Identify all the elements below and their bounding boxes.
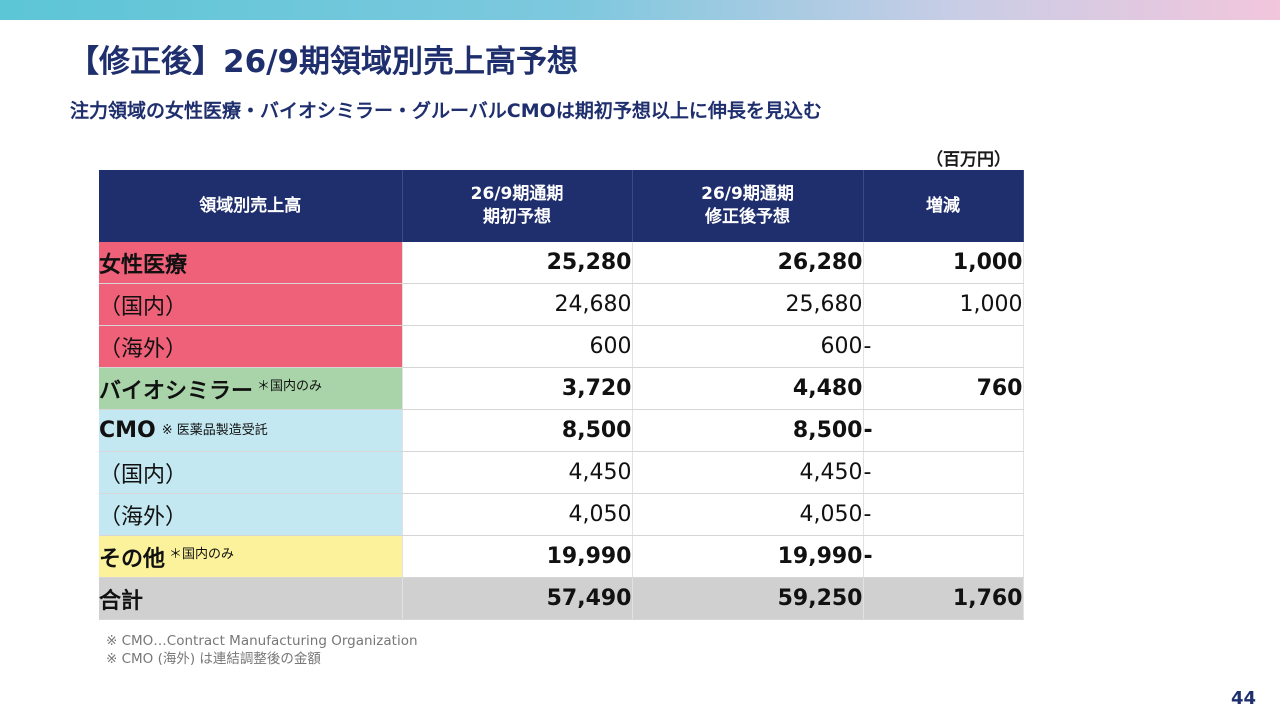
table-row: 女性医療 25,280 26,280 1,000 [99,242,1024,284]
row-note: ＊国内のみ [257,378,323,394]
cell-revised: 4,480 [632,367,864,410]
header-initial-forecast: 26/9期通期 期初予想 [402,170,633,242]
cell-change: 1,760 [863,577,1024,620]
cell-change: - [863,409,1024,452]
table-header-row: 領域別売上高 26/9期通期 期初予想 26/9期通期 修正後予想 増減 [99,170,1024,242]
row-label-text: CMO [99,418,156,443]
row-label: 合計 [99,577,403,620]
cell-initial: 4,450 [402,451,633,494]
row-note: ＊国内のみ [169,546,235,562]
footnote-1: ※ CMO…Contract Manufacturing Organizatio… [106,633,418,649]
header-revised-line2: 修正後予想 [705,207,790,227]
table-row: （国内） 24,680 25,680 1,000 [99,283,1024,326]
row-label-text: その他 [99,546,166,572]
row-label-text: （海外） [99,504,188,530]
row-label-text: バイオシミラー [99,378,254,404]
row-label: （海外） [99,493,403,536]
cell-change: - [863,325,1024,368]
cell-revised: 59,250 [632,577,864,620]
row-label: バイオシミラー ＊国内のみ [99,367,403,410]
cell-change: - [863,493,1024,536]
cell-change: - [863,535,1024,578]
cell-initial: 4,050 [402,493,633,536]
cell-change: - [863,451,1024,494]
footnotes: ※ CMO…Contract Manufacturing Organizatio… [106,632,418,668]
row-label: （国内） [99,283,403,326]
cell-initial: 24,680 [402,283,633,326]
header-initial-line2: 期初予想 [483,207,551,227]
row-label-text: 合計 [99,588,144,614]
cell-initial: 57,490 [402,577,633,620]
table-row: （海外） 4,050 4,050 - [99,493,1024,536]
cell-initial: 8,500 [402,409,633,452]
sales-forecast-table: 領域別売上高 26/9期通期 期初予想 26/9期通期 修正後予想 増減 女性医… [99,170,1024,620]
row-label-text: （国内） [99,462,188,488]
header-change: 増減 [863,170,1024,242]
page-number: 44 [1230,688,1256,709]
cell-revised: 26,280 [632,242,864,284]
cell-change: 1,000 [863,242,1024,284]
row-label-text: （海外） [99,336,188,362]
cell-revised: 8,500 [632,409,864,452]
cell-initial: 19,990 [402,535,633,578]
table-total-row: 合計 57,490 59,250 1,760 [99,577,1024,620]
header-revised-forecast: 26/9期通期 修正後予想 [632,170,864,242]
row-note: ※ 医薬品製造受託 [161,423,268,438]
table-row: CMO ※ 医薬品製造受託 8,500 8,500 - [99,409,1024,452]
cell-revised: 600 [632,325,864,368]
page-title: 【修正後】26/9期領域別売上高予想 [68,44,579,80]
row-label: CMO ※ 医薬品製造受託 [99,409,403,452]
header-revised-line1: 26/9期通期 [701,184,794,204]
cell-revised: 19,990 [632,535,864,578]
row-label: その他 ＊国内のみ [99,535,403,578]
page-subtitle: 注力領域の女性医療・バイオシミラー・グルーバルCMOは期初予想以上に伸長を見込む [70,100,822,122]
row-label-text: （国内） [99,294,188,320]
unit-label: （百万円） [926,150,1011,170]
footnote-2: ※ CMO (海外) は連結調整後の金額 [106,651,321,667]
cell-revised: 25,680 [632,283,864,326]
row-label-text: 女性医療 [99,252,188,278]
row-label: 女性医療 [99,242,403,284]
table-row: バイオシミラー ＊国内のみ 3,720 4,480 760 [99,367,1024,410]
row-label: （国内） [99,451,403,494]
top-gradient-bar [0,0,1280,20]
table-row: （国内） 4,450 4,450 - [99,451,1024,494]
cell-change: 760 [863,367,1024,410]
header-segment: 領域別売上高 [99,170,403,242]
table-row: その他 ＊国内のみ 19,990 19,990 - [99,535,1024,578]
row-label: （海外） [99,325,403,368]
cell-revised: 4,450 [632,451,864,494]
table-row: （海外） 600 600 - [99,325,1024,368]
cell-initial: 25,280 [402,242,633,284]
header-initial-line1: 26/9期通期 [470,184,564,204]
cell-revised: 4,050 [632,493,864,536]
cell-change: 1,000 [863,283,1024,326]
cell-initial: 3,720 [402,367,633,410]
cell-initial: 600 [402,325,633,368]
